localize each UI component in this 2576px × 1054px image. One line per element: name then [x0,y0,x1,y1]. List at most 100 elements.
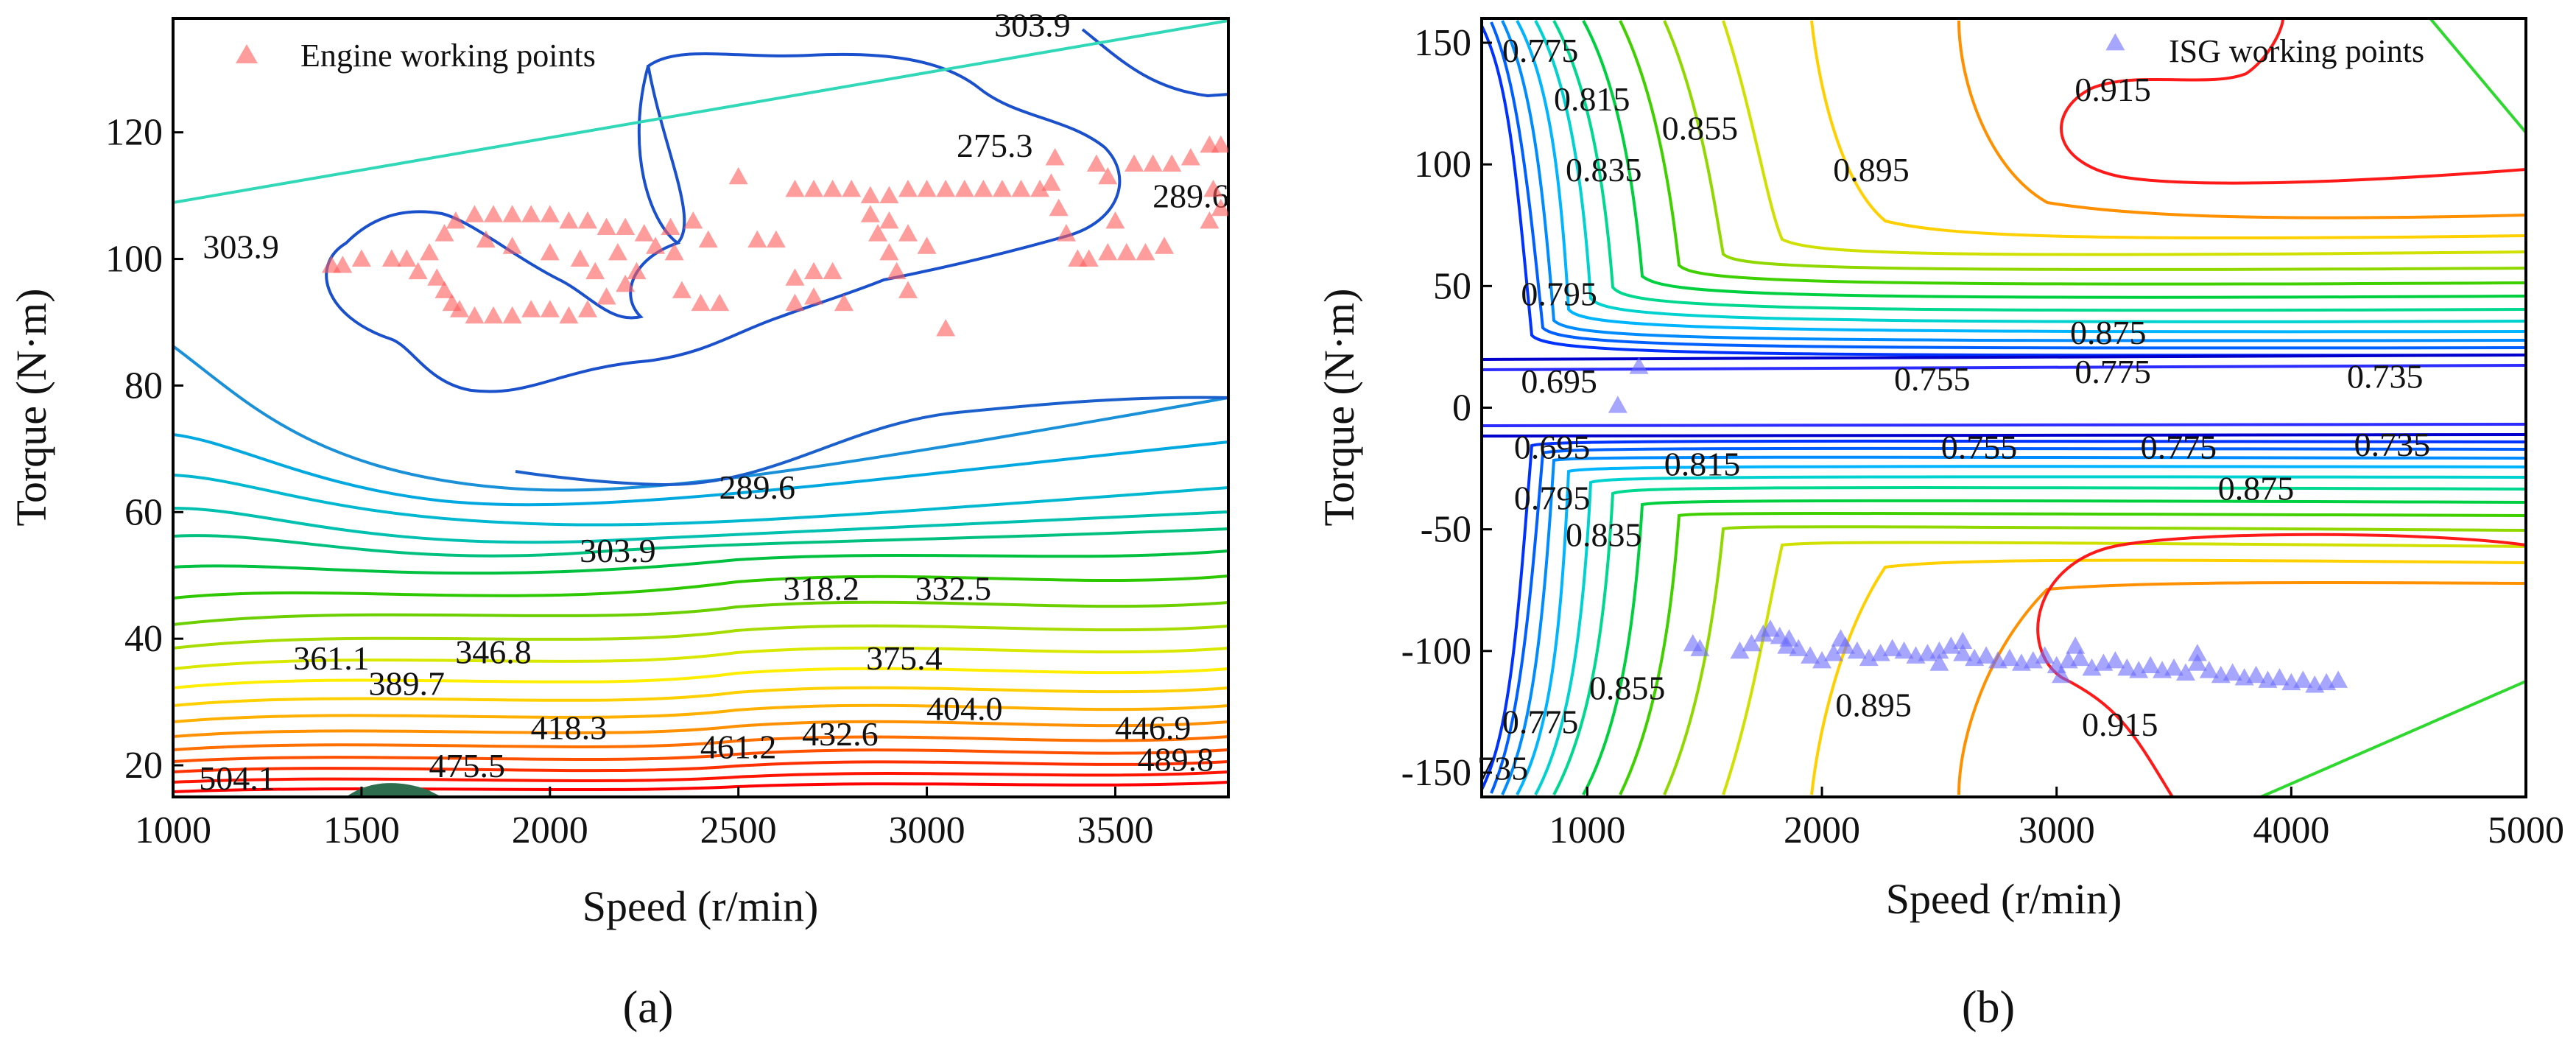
contour-label: 318.2 [784,569,860,607]
x-tick-label: 4000 [2253,809,2329,851]
contour-line [173,345,1228,492]
contour-line [1482,25,2526,357]
contour-line [173,507,1228,544]
data-point [2105,33,2125,51]
data-point [540,205,560,222]
contour-label: 0.775 [1502,703,1579,741]
y-tick-label: -150 [1401,752,1471,794]
data-point [1011,180,1031,197]
contour-label: 0.855 [1589,669,1666,706]
chart-a-contours [173,19,1228,797]
contour-line [1482,364,2526,371]
contour-label: 489.8 [1138,740,1214,778]
chart-a: 1000 1500 2000 2500 3000 3500 20406080100120 … [7,7,1230,1033]
data-point [1098,242,1118,261]
contour-label: 432.6 [802,715,879,753]
data-point [2105,651,2125,669]
data-point [691,293,711,312]
data-point [879,211,899,229]
chart-a-plot-area [172,17,1230,798]
contour-line [1722,20,2526,256]
contour-line [173,748,1228,763]
data-point [420,242,440,261]
contour-line [173,527,1228,558]
contour-line [173,575,1228,600]
data-point [879,186,899,204]
contour-line [647,64,686,245]
x-tick-label: 3500 [1077,809,1153,851]
data-point [1999,648,2019,667]
contour-line [1663,525,2526,795]
x-tick-label: 1500 [323,809,400,851]
data-point [1041,173,1061,191]
chart-a-y-ticks: 20 40 60 80 100 120 [105,112,183,787]
contour-line [1501,20,2526,342]
data-point [683,211,703,229]
data-point [2175,663,2195,681]
contour-line [1582,499,2526,795]
data-point [427,268,447,286]
data-point [2187,653,2207,671]
data-point [521,300,541,317]
data-point [1929,653,1949,671]
y-tick-label: 120 [105,112,163,154]
chart-b-x-ticks: 1000 2000 3000 4000 5000 [1549,787,2564,851]
contour-line [1501,455,2526,795]
contour-line [1482,423,2526,427]
contour-label: 289.6 [719,468,796,506]
y-tick-label: 100 [1414,144,1471,186]
contour-line [1482,433,2526,438]
data-point [449,300,469,317]
contour-label: 0.795 [1514,479,1591,517]
data-point [804,287,824,305]
data-point [1801,646,1820,664]
contour-label: 0.775 [1502,32,1579,69]
data-point [2023,651,2043,669]
data-point [434,281,454,298]
contour-label: 375.4 [866,639,943,677]
chart-a-points [321,135,1228,337]
data-point [1894,641,1914,659]
data-point [860,205,880,222]
data-point [502,306,522,324]
data-point [917,180,937,197]
data-point [1056,224,1076,242]
data-point [834,293,854,312]
contour-label: 0.915 [2074,71,2151,108]
contour-label: 0.855 [1662,110,1739,147]
data-point [698,230,718,248]
contour-line [173,433,1228,507]
data-point [1929,641,1949,659]
data-point [1629,356,1649,374]
data-point [2070,648,2090,667]
contour-line [173,703,1228,723]
data-point [559,306,579,324]
contour-line [173,624,1228,650]
data-point [540,242,560,261]
data-point [2329,670,2348,688]
data-point [1162,154,1182,172]
data-point [616,217,636,235]
contour-label: 303.9 [994,7,1071,44]
data-point [502,205,522,222]
contour-line [173,760,1228,773]
data-point [1116,242,1136,261]
data-point [887,261,907,280]
data-point [823,261,842,280]
data-point [1203,180,1223,197]
y-tick-label: 60 [124,491,163,533]
y-tick-label: -50 [1421,509,1471,551]
contour-label: 0.815 [1664,445,1741,482]
contour-line [173,781,1228,793]
contour-label: 0.735 [2347,358,2424,396]
contour-label: 361.1 [293,639,370,677]
data-point [570,249,590,267]
contour-line [173,686,1228,707]
data-point [616,274,636,292]
chart-b-contour-labels: 0.775 0.815 0.855 0.835 0.895 0.915 0.875 0.795… [1477,32,2430,787]
contour-line [1552,486,2526,795]
contour-label: 0.895 [1835,686,1912,723]
contour-line [1810,558,2526,795]
data-point [634,224,654,242]
contour-label: 0.755 [1894,360,1971,398]
